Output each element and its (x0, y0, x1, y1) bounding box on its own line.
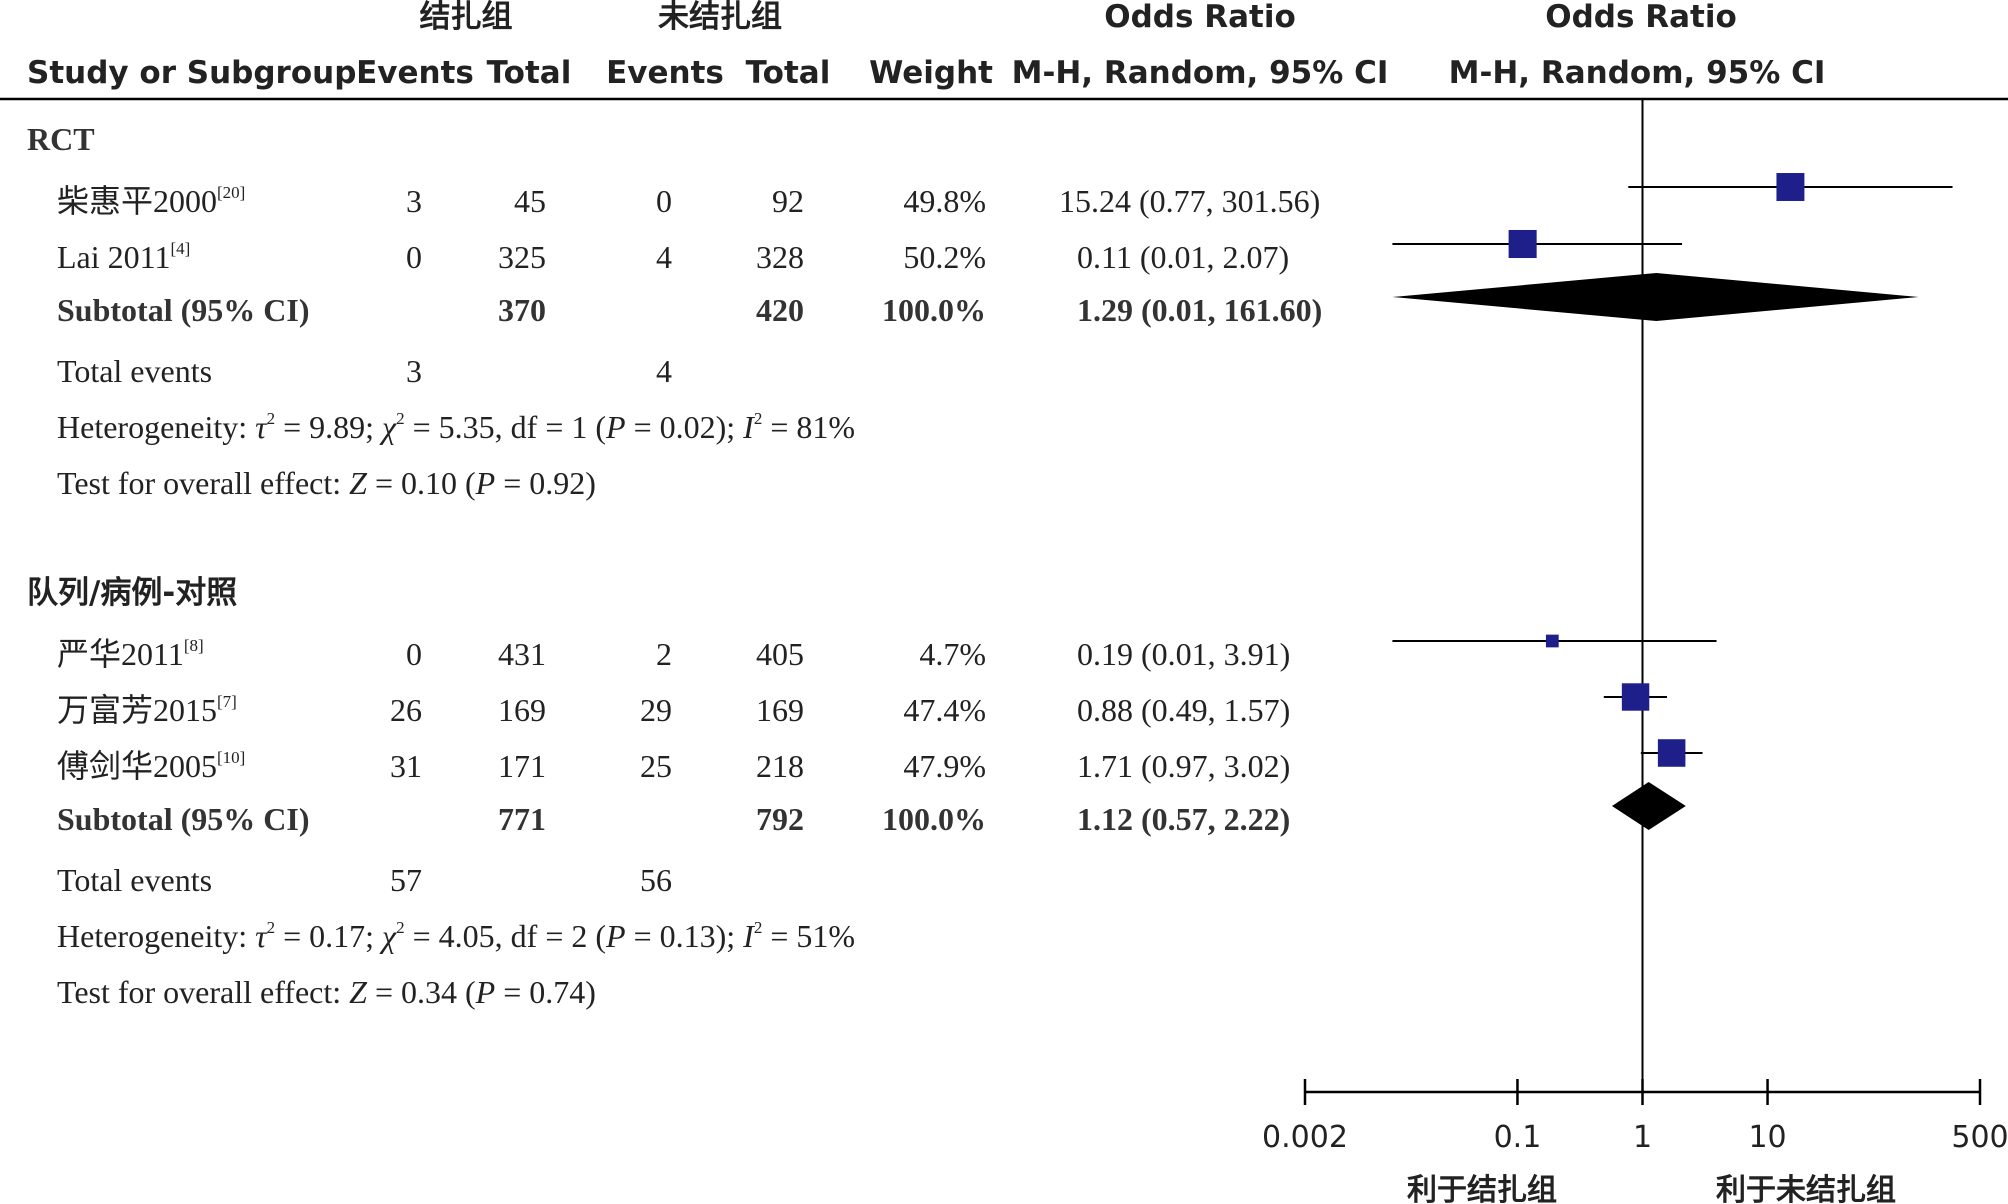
study-total2: 328 (756, 239, 804, 275)
study-total2: 405 (756, 636, 804, 672)
events2-column-header: Events (606, 55, 724, 91)
study-total1: 169 (498, 692, 546, 728)
study-effect-square (1657, 739, 1686, 767)
subtotal-total1: 370 (498, 292, 546, 328)
study-weight: 49.8% (903, 183, 986, 219)
weight-column-header: Weight (869, 55, 993, 91)
subtotal-label: Subtotal (95% CI) (57, 801, 309, 837)
study-events2: 25 (640, 748, 672, 784)
study-events2: 2 (656, 636, 672, 672)
study-name: 柴惠平2000[20] (57, 183, 245, 219)
total-events1: 57 (390, 862, 422, 898)
study-effect-square (1508, 229, 1537, 259)
study-events2: 0 (656, 183, 672, 219)
subgroup-title-cohort: 队列/病例-对照 (27, 575, 237, 611)
study-ci-text: 0.11 (0.01, 2.07) (1077, 239, 1289, 275)
study-total2: 169 (756, 692, 804, 728)
subtotal-weight: 100.0% (882, 801, 986, 837)
favours-right-label: 利于未结扎组 (1716, 1173, 1896, 1204)
subgroup-title-rct: RCT (27, 121, 95, 157)
study-events1: 31 (390, 748, 422, 784)
study-events1: 0 (406, 239, 422, 275)
study-name: 万富芳2015[7] (57, 692, 237, 728)
total2-column-header: Total (746, 55, 831, 91)
study-name: Lai 2011[4] (57, 239, 190, 275)
total-events1: 3 (406, 353, 422, 389)
study-total2: 218 (756, 748, 804, 784)
plot-area: 0.002 0.1 1 10 500 (1262, 99, 2008, 1155)
study-effect-square (1776, 173, 1805, 201)
subtotal-ci-text: 1.29 (0.01, 161.60) (1077, 292, 1322, 328)
plot-marks (1392, 173, 1953, 830)
study-events1: 3 (406, 183, 422, 219)
total1-column-header: Total (487, 55, 572, 91)
subtotal-total2: 420 (756, 292, 804, 328)
events1-column-header: Events (356, 55, 474, 91)
total-events2: 56 (640, 862, 672, 898)
method-column-header: M-H, Random, 95% CI (1012, 55, 1389, 91)
study-weight: 47.9% (903, 748, 986, 784)
group2-header: 未结扎组 (658, 0, 782, 35)
study-events1: 0 (406, 636, 422, 672)
x-axis-tick-label: 1 (1633, 1120, 1652, 1155)
total-events2: 4 (656, 353, 672, 389)
study-column-header: Study or Subgroup (27, 55, 356, 91)
x-axis-tick-label: 500 (1951, 1120, 2008, 1155)
overall-effect-text: Test for overall effect: Z = 0.10 (P = 0… (57, 465, 596, 501)
study-total1: 171 (498, 748, 546, 784)
method-plot-header: M-H, Random, 95% CI (1449, 55, 1826, 91)
x-axis-tick-label: 0.002 (1262, 1120, 1348, 1155)
study-ci-text: 1.71 (0.97, 3.02) (1077, 748, 1290, 784)
odds-ratio-plot-header: Odds Ratio (1545, 0, 1737, 35)
x-axis-tick-label: 0.1 (1494, 1120, 1542, 1155)
x-axis-tick-label: 10 (1748, 1120, 1786, 1155)
favours-left-label: 利于结扎组 (1407, 1173, 1557, 1204)
subtotal-total1: 771 (498, 801, 546, 837)
study-events1: 26 (390, 692, 422, 728)
odds-ratio-column-header: Odds Ratio (1104, 0, 1296, 35)
subtotal-weight: 100.0% (882, 292, 986, 328)
heterogeneity-text: Heterogeneity: τ2 = 9.89; χ2 = 5.35, df … (57, 409, 855, 445)
subtotal-diamond (1392, 273, 1919, 321)
study-total1: 325 (498, 239, 546, 275)
study-weight: 47.4% (903, 692, 986, 728)
x-axis-ticks: 0.002 0.1 1 10 500 (1262, 1079, 2008, 1155)
study-weight: 4.7% (919, 636, 986, 672)
heterogeneity-text: Heterogeneity: τ2 = 0.17; χ2 = 4.05, df … (57, 918, 855, 954)
study-ci-text: 15.24 (0.77, 301.56) (1059, 183, 1320, 219)
subtotal-ci-text: 1.12 (0.57, 2.22) (1077, 801, 1290, 837)
study-events2: 4 (656, 239, 672, 275)
study-total1: 431 (498, 636, 546, 672)
study-total1: 45 (514, 183, 546, 219)
study-effect-square (1545, 634, 1559, 648)
study-weight: 50.2% (903, 239, 986, 275)
study-events2: 29 (640, 692, 672, 728)
study-name: 傅剑华2005[10] (57, 748, 245, 784)
total-events-label: Total events (57, 353, 212, 389)
subtotal-diamond (1611, 782, 1686, 830)
study-effect-square (1621, 683, 1650, 711)
subtotal-label: Subtotal (95% CI) (57, 292, 309, 328)
study-ci-text: 0.88 (0.49, 1.57) (1077, 692, 1290, 728)
total-events-label: Total events (57, 862, 212, 898)
group1-header: 结扎组 (420, 0, 513, 35)
study-name: 严华2011[8] (57, 636, 204, 672)
study-ci-text: 0.19 (0.01, 3.91) (1077, 636, 1290, 672)
study-total2: 92 (772, 183, 804, 219)
subtotal-total2: 792 (756, 801, 804, 837)
overall-effect-text: Test for overall effect: Z = 0.34 (P = 0… (57, 974, 596, 1010)
